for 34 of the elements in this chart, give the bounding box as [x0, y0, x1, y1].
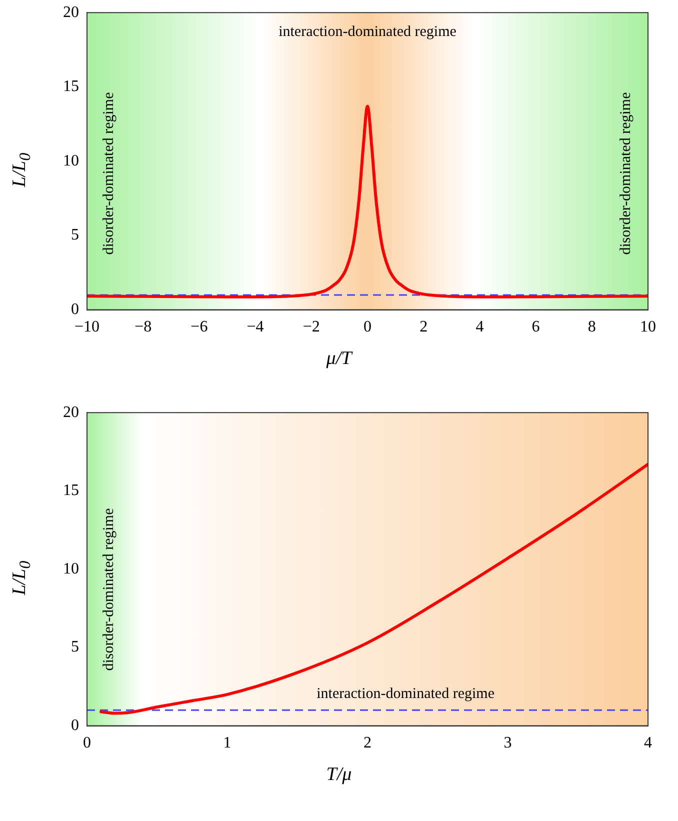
band-label: disorder-dominated regime	[618, 92, 634, 255]
x-tick-label: 8	[588, 318, 596, 336]
x-tick-label: −6	[190, 318, 208, 336]
x-tick-label: −8	[134, 318, 152, 336]
x-tick-label: 2	[420, 318, 428, 336]
x-tick-label: 2	[364, 734, 372, 752]
y-tick-label: 10	[63, 560, 79, 578]
y-tick-label: 10	[63, 152, 79, 170]
x-tick-label: 10	[640, 318, 656, 336]
band-label: disorder-dominated regime	[100, 92, 117, 255]
x-tick-label: −2	[302, 318, 320, 336]
band-label: interaction-dominated regime	[316, 686, 495, 702]
y-tick-label: 5	[71, 226, 79, 244]
y-tick-label: 0	[71, 301, 79, 318]
y-tick-label: 20	[63, 4, 79, 21]
band-label: interaction-dominated regime	[278, 24, 457, 40]
x-tick-label: 0	[83, 734, 91, 752]
x-tick-label: 4	[644, 734, 652, 752]
x-tick-label: 6	[532, 318, 540, 336]
y-tick-label: 15	[63, 482, 79, 500]
x-tick-label: 4	[476, 318, 484, 336]
y-tick-label: 0	[71, 717, 79, 734]
x-tick-label: 0	[364, 318, 372, 336]
y-tick-label: 15	[63, 78, 79, 96]
x-tick-label: −10	[74, 318, 100, 336]
y-tick-label: 5	[71, 638, 79, 656]
x-tick-label: −4	[246, 318, 264, 336]
band-label: disorder-dominated regime	[100, 508, 117, 671]
x-tick-label: 3	[504, 734, 512, 752]
y-tick-label: 20	[63, 404, 79, 421]
x-axis-title: T/μ	[325, 764, 353, 786]
x-axis-title: μ/T	[325, 348, 354, 370]
line-series	[100, 462, 648, 715]
x-tick-label: 1	[223, 734, 232, 752]
